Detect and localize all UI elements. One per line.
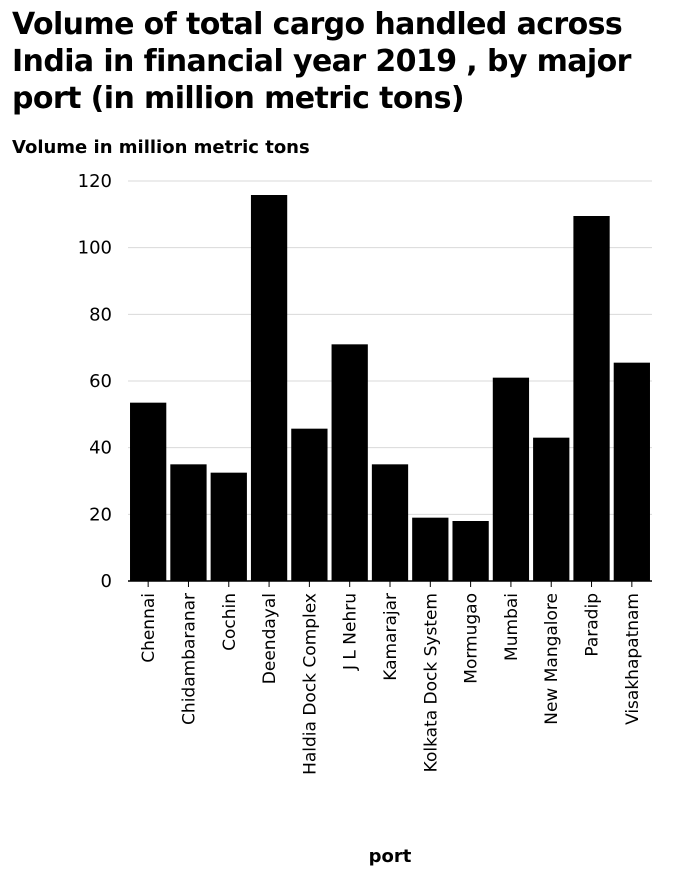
bar-paradip (573, 216, 610, 581)
bar-mumbai (492, 377, 530, 581)
chart-title: Volume of total cargo handled across Ind… (12, 7, 631, 116)
bar-mormugao (452, 521, 489, 581)
x-tick-label: Haldia Dock Complex (300, 593, 320, 775)
y-tick-label: 100 (78, 238, 112, 259)
x-tick-label: Kamarajar (381, 593, 401, 681)
bar-kamarajar (371, 464, 409, 581)
x-tick-label: J L Nehru (341, 593, 361, 671)
bar-visakhapatnam (613, 362, 650, 581)
x-tick-label: Paradip (583, 593, 603, 657)
y-tick-label: 20 (89, 504, 112, 525)
x-tick-label: Mormugao (462, 593, 482, 684)
bar-new-mangalore (533, 437, 570, 581)
x-tick-label: New Mangalore (542, 593, 562, 725)
bar-chennai (130, 402, 167, 581)
y-tick-label: 40 (89, 438, 112, 459)
x-axis-label: port (369, 846, 412, 867)
bar-chidambaranar (170, 464, 207, 581)
y-tick-label: 0 (101, 571, 112, 592)
bars (130, 195, 650, 581)
x-tick-label: Chidambaranar (179, 593, 199, 725)
x-tick-label: Deendayal (260, 593, 280, 684)
bar-cochin (210, 472, 247, 581)
bar-deendayal (250, 195, 288, 581)
x-tick-label: Visakhapatnam (623, 593, 643, 725)
x-tick-label: Kolkata Dock System (421, 593, 441, 772)
bar-kolkata-dock-system (412, 517, 449, 581)
y-tick-label: 60 (89, 371, 112, 392)
bar-haldia-dock-complex (291, 428, 328, 581)
x-tick-label: Cochin (220, 593, 240, 651)
bar-j-l-nehru (331, 344, 368, 581)
x-tick-label: Chennai (139, 593, 159, 663)
x-tick-label: Mumbai (502, 593, 522, 661)
x-axis-ticks: Chennai Chidambaranar Cochin Deendayal Haldi… (139, 581, 643, 775)
y-axis-ticks: 0 20 40 60 80 100 120 (78, 171, 112, 592)
y-tick-label: 80 (89, 304, 112, 325)
y-tick-label: 120 (78, 171, 112, 192)
y-axis-label: Volume in million metric tons (12, 137, 310, 158)
